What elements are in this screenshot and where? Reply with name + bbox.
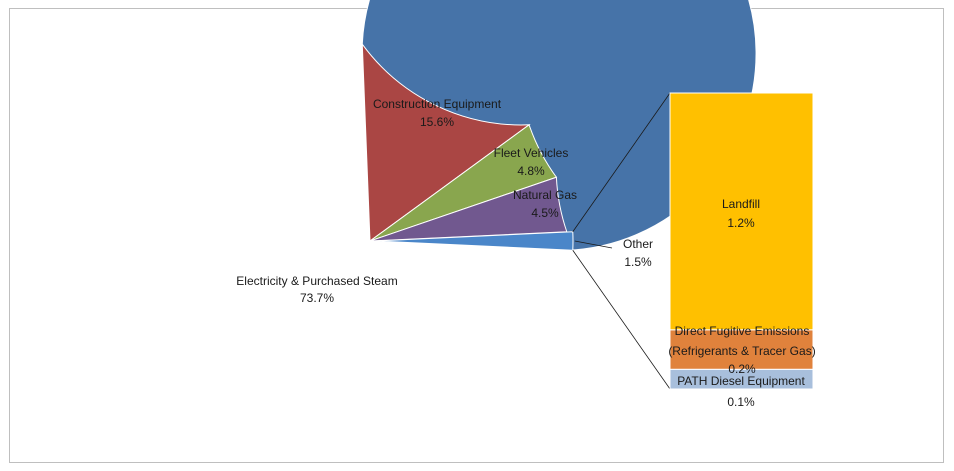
pie bbox=[361, 0, 757, 251]
slice-label-natural-gas: Natural Gas bbox=[513, 188, 577, 202]
pie-slice-construction-equipment bbox=[361, 42, 531, 242]
stacked-bar bbox=[669, 92, 814, 390]
bar-label-path-diesel: PATH Diesel Equipment bbox=[677, 374, 805, 388]
slice-value-fleet: 4.8% bbox=[517, 164, 545, 178]
connector-line-top bbox=[572, 92, 671, 232]
slice-label-construction: Construction Equipment bbox=[373, 97, 502, 111]
bar-segment-landfill bbox=[669, 92, 814, 331]
connector-line-bottom bbox=[572, 250, 671, 390]
slice-value-natural-gas: 4.5% bbox=[531, 206, 559, 220]
slice-label-fleet: Fleet Vehicles bbox=[494, 146, 569, 160]
bar-value-fugitive: 0.2% bbox=[728, 362, 756, 376]
pie-slice-other bbox=[375, 231, 574, 251]
bar-value-landfill: 1.2% bbox=[727, 216, 755, 230]
bar-label-fugitive-line1: Direct Fugitive Emissions bbox=[675, 324, 810, 338]
bar-label-landfill: Landfill bbox=[722, 197, 760, 211]
other-leader-line bbox=[574, 240, 613, 249]
bar-value-path-diesel: 0.1% bbox=[727, 395, 755, 409]
slice-label-other: Other bbox=[623, 237, 653, 251]
slice-value-electricity: 73.7% bbox=[300, 291, 334, 305]
slice-value-other: 1.5% bbox=[624, 255, 652, 269]
bar-label-fugitive-line2: (Refrigerants & Tracer Gas) bbox=[668, 344, 815, 358]
connector-lines bbox=[572, 92, 671, 390]
slice-value-construction: 15.6% bbox=[420, 115, 454, 129]
slice-label-electricity: Electricity & Purchased Steam bbox=[236, 274, 397, 288]
